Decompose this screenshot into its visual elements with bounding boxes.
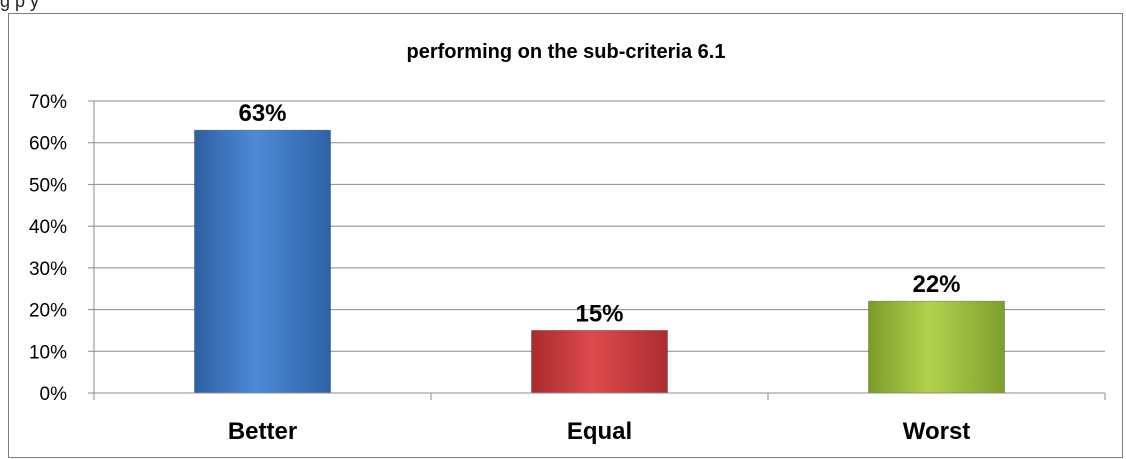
y-tick-label: 20% (29, 301, 67, 322)
y-tick-label: 50% (29, 175, 67, 196)
bar-worst (868, 300, 1005, 394)
bar-better (194, 129, 331, 394)
caption-fragment: g p y (0, 0, 40, 11)
y-tick-label: 40% (29, 217, 67, 238)
y-axis: 0% 10% 20% 30% 40% 50% 60% 70% (29, 92, 95, 405)
data-label-better: 63% (238, 100, 286, 127)
y-tick-label: 0% (40, 384, 68, 405)
y-tick-label: 10% (29, 342, 67, 363)
data-label-worst: 22% (912, 271, 960, 298)
x-axis: Better Equal Worst (93, 392, 1106, 445)
chart-title: performing on the sub-criteria 6.1 (407, 41, 726, 63)
x-category-label: Better (228, 418, 297, 445)
y-tick-label: 60% (29, 134, 67, 155)
bars: 63% 15% 22% (194, 100, 1005, 394)
x-category-label: Equal (567, 418, 632, 445)
y-tick-label: 70% (29, 92, 67, 113)
x-category-label: Worst (903, 418, 971, 445)
bar-equal (531, 329, 668, 394)
y-tick-label: 30% (29, 259, 67, 280)
data-label-equal: 15% (575, 300, 623, 327)
